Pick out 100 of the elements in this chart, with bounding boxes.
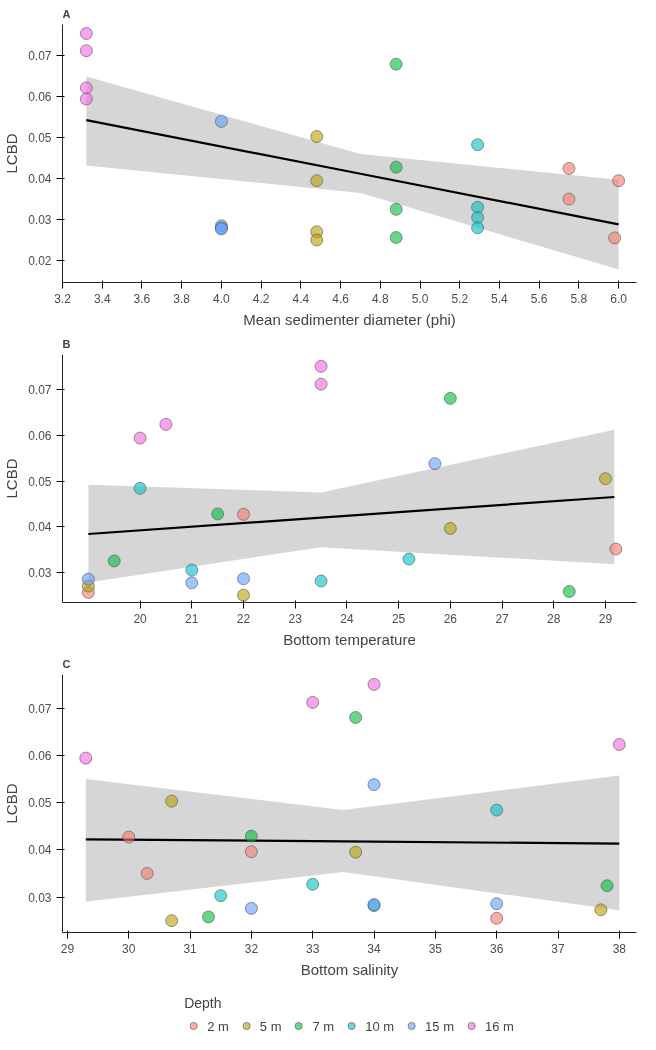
point [389, 202, 403, 216]
point [367, 778, 381, 792]
y-tick-label: 0.07 [28, 701, 52, 716]
point [443, 522, 457, 535]
x-tick-label: 22 [236, 611, 251, 626]
legend-label: 15 m [425, 1018, 454, 1033]
point [402, 552, 416, 566]
point [389, 231, 403, 245]
point [306, 695, 320, 709]
x-tick-label: 5.2 [451, 291, 469, 306]
point [244, 829, 258, 843]
point [122, 830, 136, 844]
y-tick-label: 0.05 [28, 796, 52, 811]
x-tick-label: 4.8 [371, 291, 389, 306]
point [79, 92, 93, 106]
point [598, 472, 612, 486]
x-tick-label: 3.8 [173, 291, 191, 306]
x-tick-label: 3.6 [133, 291, 151, 306]
point [79, 81, 93, 95]
point [236, 572, 250, 586]
x-tick-label: 25 [391, 611, 406, 626]
legend-title: Depth [184, 994, 223, 1011]
point [609, 542, 623, 556]
x-axis-title: Bottom temperature [283, 630, 416, 648]
x-tick-label: 4.6 [332, 291, 350, 306]
point [185, 563, 199, 577]
point [201, 910, 215, 924]
y-tick-label: 0.02 [28, 253, 52, 268]
legend-label: 2 m [207, 1018, 229, 1033]
x-axis-title: Bottom salinity [300, 960, 399, 978]
point [214, 114, 228, 128]
point [428, 457, 442, 471]
x-tick-label: 34 [367, 941, 382, 956]
x-tick-label: 5.4 [491, 291, 509, 306]
point [185, 576, 199, 590]
y-axis-title: LCBD [3, 458, 21, 499]
x-tick-label: 35 [428, 941, 443, 956]
point [165, 794, 179, 808]
point [490, 911, 504, 925]
x-tick-label: 26 [443, 611, 458, 626]
point [349, 845, 363, 859]
point [81, 572, 95, 586]
point [314, 377, 328, 391]
point [594, 903, 608, 917]
point [612, 174, 626, 188]
y-axis-title: LCBD [3, 783, 21, 824]
x-tick-label: 4.0 [213, 291, 231, 306]
point [165, 914, 179, 928]
x-tick-label: 23 [288, 611, 303, 626]
legend-label: 5 m [259, 1018, 282, 1033]
x-tick-label: 5.8 [570, 291, 588, 306]
legend-label: 10 m [365, 1018, 395, 1033]
x-tick-label: 31 [183, 941, 198, 956]
legend-label: 16 m [484, 1018, 514, 1033]
chart-title: A [62, 7, 71, 20]
x-tick-label: 5.6 [530, 291, 548, 306]
x-axis-title: Mean sedimenter diameter (phi) [243, 310, 456, 328]
chart-title: C [62, 657, 71, 670]
x-tick-label: 29 [60, 941, 75, 956]
point [367, 677, 381, 691]
x-tick-label: 6.0 [610, 291, 628, 306]
point [133, 431, 147, 445]
point [140, 866, 154, 880]
x-tick-label: 24 [340, 611, 354, 626]
x-tick-label: 30 [122, 941, 136, 956]
x-tick-label: 37 [551, 941, 565, 956]
point [107, 554, 121, 568]
point [314, 359, 328, 373]
point [490, 803, 504, 817]
point [349, 711, 363, 724]
x-tick-label: 38 [612, 941, 627, 956]
x-tick-label: 3.2 [54, 291, 72, 306]
x-tick-label: 29 [598, 611, 613, 626]
point [389, 57, 403, 71]
y-tick-label: 0.06 [28, 748, 52, 763]
x-tick-label: 36 [490, 941, 504, 956]
point [211, 507, 225, 521]
y-tick-label: 0.04 [28, 843, 52, 858]
point [79, 44, 93, 58]
point [490, 897, 504, 911]
x-tick-label: 20 [133, 611, 148, 626]
point [214, 889, 228, 903]
point [562, 192, 576, 206]
chart-title: B [62, 337, 71, 350]
point [389, 160, 403, 174]
y-tick-label: 0.07 [28, 49, 52, 64]
x-tick-label: 32 [244, 941, 259, 956]
y-tick-label: 0.06 [28, 90, 52, 105]
y-tick-label: 0.05 [28, 474, 52, 489]
legend-label: 7 m [312, 1018, 335, 1033]
x-tick-label: 27 [495, 611, 510, 626]
point [133, 481, 147, 495]
point [562, 161, 576, 175]
y-tick-label: 0.04 [28, 520, 52, 535]
point [608, 231, 622, 245]
y-tick-label: 0.06 [28, 428, 52, 443]
point [310, 130, 324, 144]
x-tick-label: 4.4 [292, 291, 310, 306]
point [159, 417, 173, 431]
x-tick-label: 21 [185, 611, 199, 626]
